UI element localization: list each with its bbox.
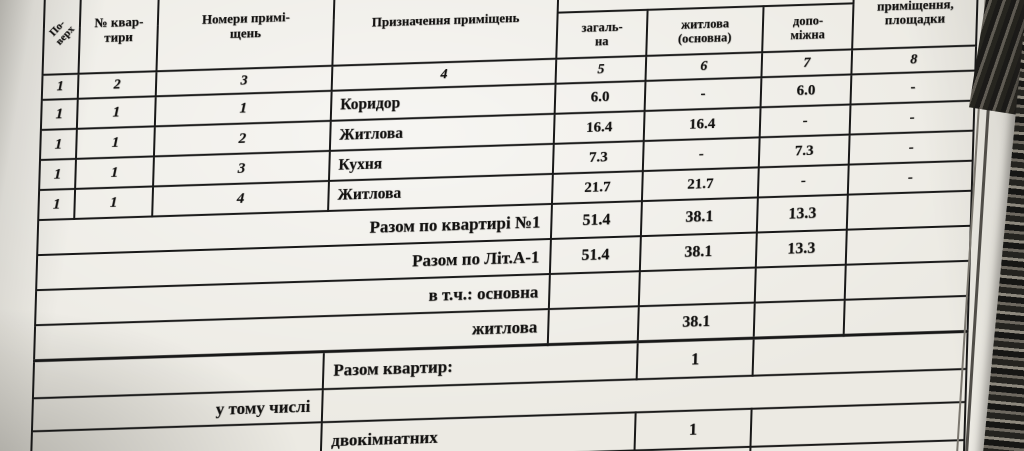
column-number: 5 [555,55,647,84]
cell-area-aux: - [759,104,851,138]
totals-area-total [548,271,640,310]
cell-area-total: 16.4 [553,110,645,144]
cell-apartment: 1 [75,126,155,159]
cell-floor: 1 [38,188,76,221]
header-cell-area-aux: допо- міжна [762,3,854,53]
cell-area-living: 16.4 [643,107,761,142]
header-cell-room-numbers: Номери примі- щень [156,0,335,72]
cell-area-aux: 6.0 [760,74,852,108]
totals-summer [844,260,970,300]
cell-area-living: - [642,137,760,172]
cell-area-aux: 7.3 [758,134,850,168]
totals-area-living: 38.1 [640,197,758,237]
area-table-wrapper: По- верх № квар- тири Номери примі- щень… [29,0,980,451]
header-cell-apartment: № квар- тири [78,0,159,74]
cell-apartment: 1 [76,96,156,129]
totals-summer [845,225,971,265]
totals-area-living: 38.1 [637,302,755,342]
totals-area-aux [753,299,845,339]
cell-floor: 1 [40,128,77,160]
cell-floor: 1 [39,158,76,191]
summary-value: 1 [634,408,752,451]
totals-area-aux [754,264,846,303]
cell-area-living: - [644,77,762,111]
column-number: 6 [645,52,763,81]
cell-area-aux: - [757,164,849,198]
totals-area-total [547,306,639,345]
cell-apartment: 1 [75,156,154,189]
header-cell-summer: Літні приміщення, площадки [852,0,979,50]
premises-area-table: По- верх № квар- тири Номери примі- щень… [29,0,980,451]
header-cell-floor: По- верх [42,0,82,75]
cell-area-living: 21.7 [641,167,759,202]
cell-summer: - [848,130,974,165]
header-cell-purpose: Призначення приміщень [332,0,559,66]
cell-summer: - [847,160,973,195]
totals-summer [846,190,972,230]
totals-area-living [638,267,756,307]
cell-area-total: 6.0 [554,80,646,114]
header-floor-label: По- верх [47,18,78,48]
totals-area-aux: 13.3 [756,194,848,233]
cell-area-total: 7.3 [552,141,644,174]
header-cell-area-living: житлова (основна) [646,6,764,56]
totals-summer [843,295,969,336]
cell-summer: - [850,70,976,105]
cell-summer: - [849,100,975,135]
header-cell-area-total: загаль- на [556,9,648,59]
column-number: 1 [41,73,79,100]
cell-floor: 1 [40,98,78,130]
column-number: 7 [761,49,853,78]
column-number: 2 [77,71,157,99]
totals-area-aux: 13.3 [755,229,847,268]
cell-area-total: 21.7 [551,171,643,204]
cell-apartment: 1 [74,186,154,219]
totals-area-living: 38.1 [639,232,757,272]
summary-value: 1 [636,338,754,380]
totals-area-total: 51.4 [549,236,641,275]
totals-area-total: 51.4 [550,201,642,239]
